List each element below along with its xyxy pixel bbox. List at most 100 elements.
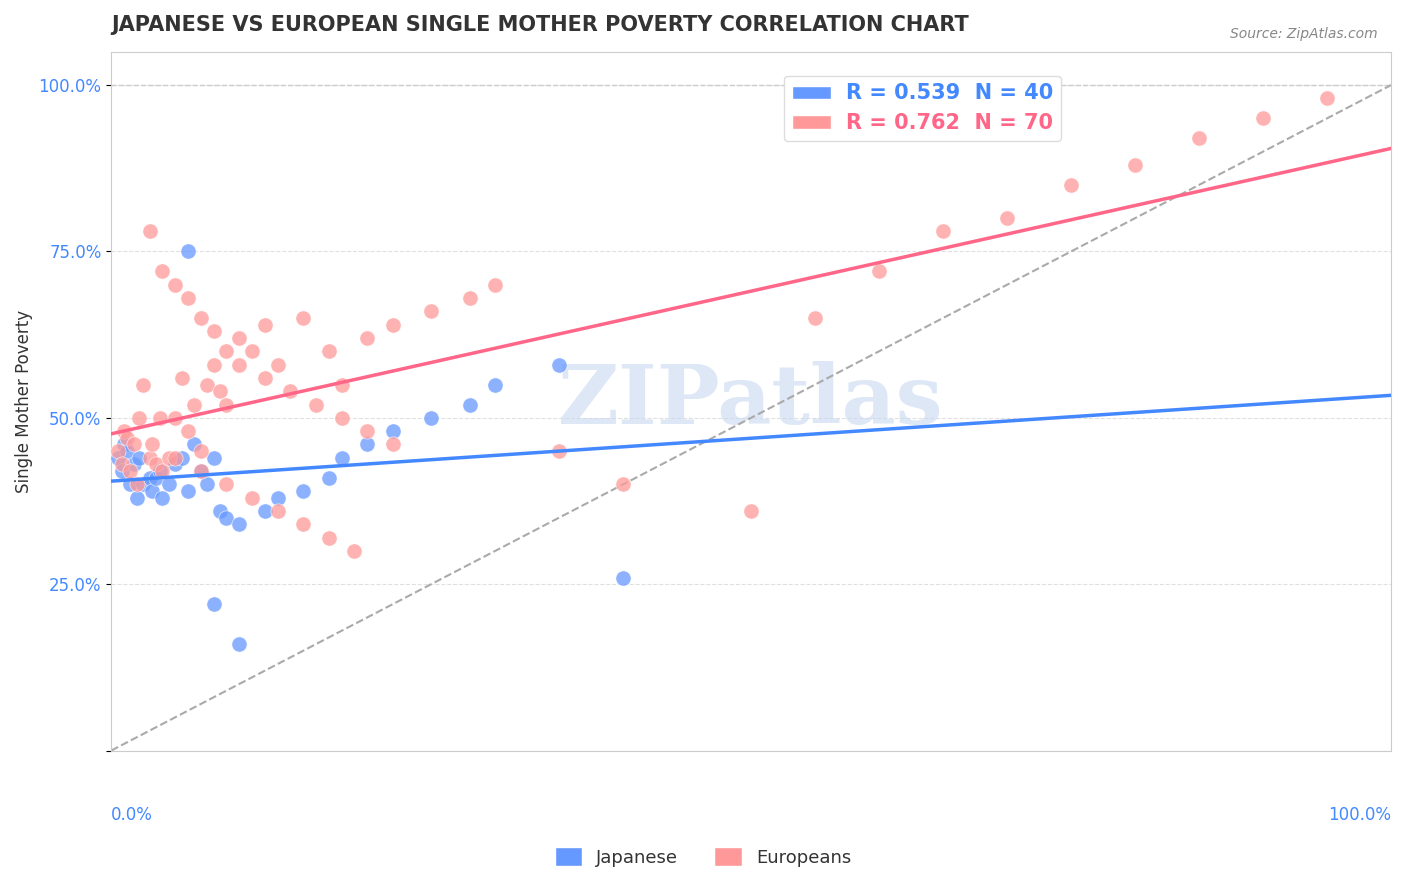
Point [149, 464, 172, 478]
Point [165, 410, 187, 425]
Point [128, 450, 150, 465]
Point [132, 377, 155, 392]
Point [128, 410, 150, 425]
Point [209, 384, 232, 399]
Text: ZIPatlas: ZIPatlas [558, 361, 943, 442]
Point [266, 504, 288, 518]
Point [420, 410, 443, 425]
Point [112, 437, 135, 451]
Point [177, 483, 200, 498]
Point [138, 450, 160, 465]
Point [458, 397, 481, 411]
Point [190, 444, 212, 458]
Point [240, 491, 263, 505]
Point [215, 477, 238, 491]
Point [740, 504, 762, 518]
Point [1060, 178, 1083, 192]
Point [138, 225, 160, 239]
Point [165, 458, 187, 472]
Point [145, 471, 167, 485]
Point [112, 424, 135, 438]
Point [215, 397, 238, 411]
Point [202, 450, 225, 465]
Point [330, 377, 353, 392]
Point [165, 277, 187, 292]
Point [266, 358, 288, 372]
Point [138, 471, 160, 485]
Point [120, 464, 142, 478]
Point [1188, 131, 1211, 145]
Point [330, 410, 353, 425]
Point [458, 291, 481, 305]
Point [120, 477, 142, 491]
Point [228, 358, 250, 372]
Point [190, 464, 212, 478]
Point [152, 464, 174, 478]
Point [1123, 158, 1146, 172]
Point [132, 477, 155, 491]
Point [612, 477, 634, 491]
Point [170, 450, 193, 465]
Legend: R = 0.539  N = 40, R = 0.762  N = 70: R = 0.539 N = 40, R = 0.762 N = 70 [785, 76, 1062, 141]
Text: 0.0%: 0.0% [111, 806, 153, 824]
Point [202, 597, 225, 611]
Point [318, 471, 340, 485]
Point [420, 304, 443, 318]
Y-axis label: Single Mother Poverty: Single Mother Poverty [15, 310, 32, 492]
Point [124, 437, 146, 451]
Point [190, 311, 212, 326]
Point [356, 331, 378, 345]
Point [1251, 112, 1274, 126]
Point [612, 570, 634, 584]
Point [157, 450, 180, 465]
Point [152, 264, 174, 278]
Point [356, 437, 378, 451]
Point [381, 318, 404, 332]
Point [305, 397, 328, 411]
Point [110, 458, 132, 472]
Point [170, 371, 193, 385]
Legend: Japanese, Europeans: Japanese, Europeans [547, 840, 859, 874]
Point [107, 444, 129, 458]
Point [202, 324, 225, 338]
Point [141, 437, 163, 451]
Point [932, 225, 955, 239]
Point [149, 410, 172, 425]
Point [548, 358, 571, 372]
Point [183, 397, 205, 411]
Point [318, 344, 340, 359]
Point [318, 531, 340, 545]
Point [292, 311, 315, 326]
Point [548, 444, 571, 458]
Text: JAPANESE VS EUROPEAN SINGLE MOTHER POVERTY CORRELATION CHART: JAPANESE VS EUROPEAN SINGLE MOTHER POVER… [111, 15, 969, 35]
Point [177, 424, 200, 438]
Point [253, 504, 276, 518]
Point [280, 384, 302, 399]
Point [484, 377, 506, 392]
Point [215, 344, 238, 359]
Point [107, 450, 129, 465]
Text: Source: ZipAtlas.com: Source: ZipAtlas.com [1230, 27, 1378, 41]
Point [228, 517, 250, 532]
Point [343, 544, 366, 558]
Text: 100.0%: 100.0% [1329, 806, 1391, 824]
Point [141, 483, 163, 498]
Point [209, 504, 232, 518]
Point [356, 424, 378, 438]
Point [145, 458, 167, 472]
Point [152, 491, 174, 505]
Point [804, 311, 827, 326]
Point [253, 371, 276, 385]
Point [1316, 91, 1339, 105]
Point [484, 277, 506, 292]
Point [266, 491, 288, 505]
Point [157, 477, 180, 491]
Point [228, 331, 250, 345]
Point [292, 517, 315, 532]
Point [110, 464, 132, 478]
Point [195, 377, 218, 392]
Point [183, 437, 205, 451]
Point [381, 437, 404, 451]
Point [381, 424, 404, 438]
Point [124, 458, 146, 472]
